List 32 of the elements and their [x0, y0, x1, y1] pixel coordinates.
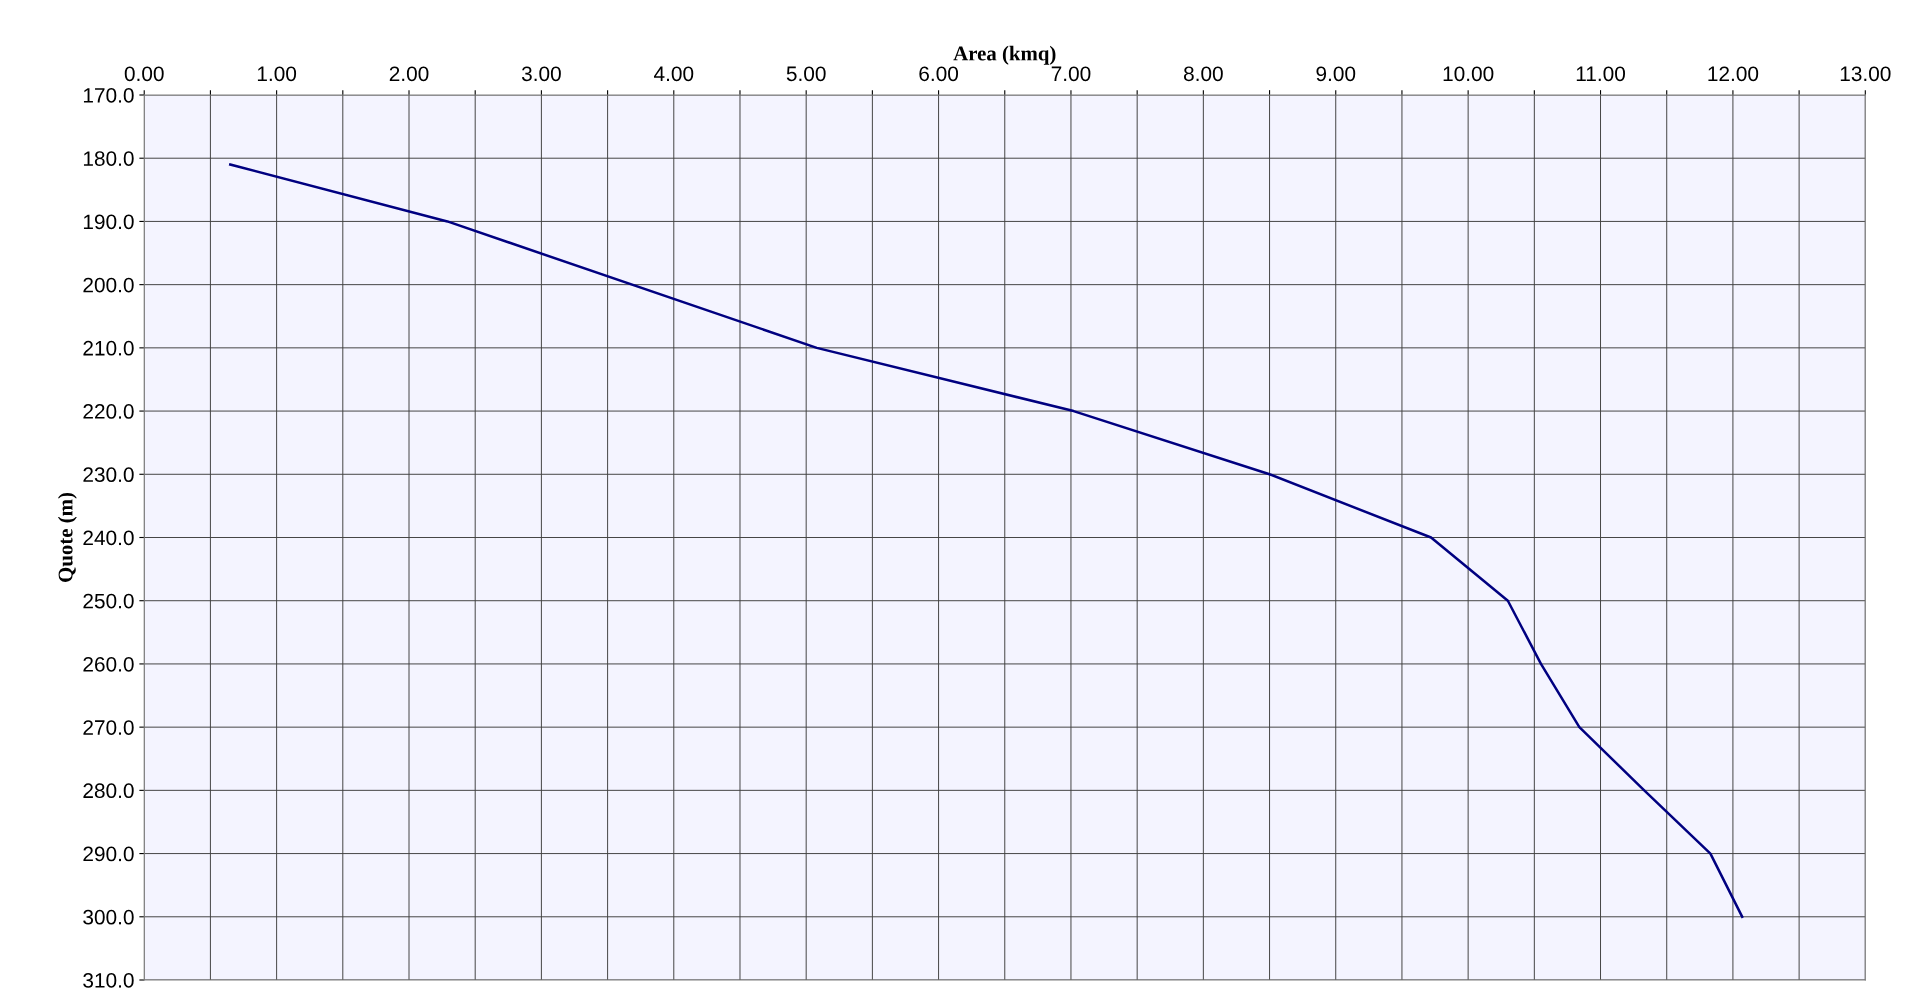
- y-tick-label: 280.0: [83, 783, 134, 799]
- x-tick-label: 1.00: [257, 66, 297, 82]
- x-tick-label: 10.00: [1443, 66, 1494, 82]
- y-tick-label: 310.0: [83, 973, 134, 988]
- y-axis-title: Quote (m): [57, 493, 77, 582]
- x-tick-label: 9.00: [1316, 66, 1356, 82]
- x-tick-label: 2.00: [389, 66, 429, 82]
- x-axis-title: Area (kmq): [953, 45, 1056, 65]
- x-tick-label: 4.00: [654, 66, 694, 82]
- x-tick-label: 3.00: [521, 66, 561, 82]
- y-tick-label: 200.0: [83, 277, 134, 293]
- x-tick-label: 11.00: [1576, 66, 1626, 82]
- x-tick-label: 13.00: [1840, 66, 1891, 82]
- y-tick-label: 190.0: [83, 214, 134, 230]
- y-tick-label: 250.0: [83, 593, 134, 609]
- y-tick-label: 270.0: [83, 720, 134, 735]
- y-tick-label: 240.0: [83, 530, 134, 546]
- x-tick-label: 7.00: [1051, 66, 1091, 82]
- y-tick-label: 300.0: [83, 909, 134, 925]
- y-tick-label: 260.0: [83, 656, 134, 672]
- x-tick-label: 0.00: [124, 66, 164, 82]
- y-tick-label: 180.0: [83, 151, 134, 166]
- y-tick-label: 290.0: [83, 846, 134, 862]
- y-tick-label: 170.0: [83, 88, 134, 103]
- x-tick-label: 12.00: [1708, 66, 1759, 82]
- y-tick-label: 220.0: [83, 404, 134, 419]
- line-series: [229, 163, 1744, 919]
- x-tick-label: 6.00: [919, 66, 959, 82]
- y-tick-label: 230.0: [83, 467, 134, 483]
- y-tick-label: 210.0: [83, 340, 134, 356]
- x-tick-label: 5.00: [786, 66, 826, 82]
- x-tick-label: 8.00: [1183, 66, 1223, 82]
